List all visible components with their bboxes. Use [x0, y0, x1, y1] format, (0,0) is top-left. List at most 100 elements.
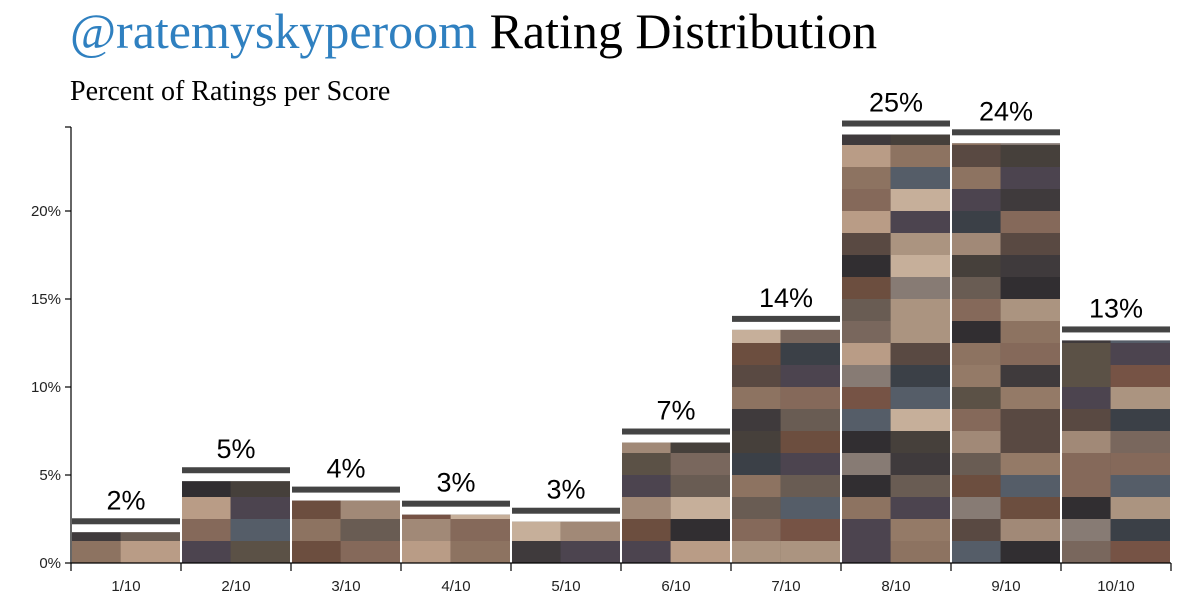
- bar-photo-tile: [890, 365, 950, 387]
- bar-photo-tile: [1110, 497, 1170, 519]
- bar-photo-tile: [890, 233, 950, 255]
- bar-photo-tile: [952, 541, 1001, 563]
- bar-photo-tile: [622, 541, 671, 563]
- bar-photo-tile: [1000, 365, 1060, 387]
- bar-photo-tile: [622, 442, 671, 453]
- bar-photo-tile: [890, 145, 950, 167]
- bar-photo-tile: [1000, 343, 1060, 365]
- bar-photo-tile: [952, 475, 1001, 497]
- bar-photo-tile: [780, 409, 840, 431]
- data-label: 2%: [106, 485, 145, 515]
- bar-photo-tile: [1000, 409, 1060, 431]
- bar-photo-tile: [842, 343, 891, 365]
- bar-photo-tile: [1110, 387, 1170, 409]
- bar-9-of-10: [952, 129, 1060, 563]
- bar-photo-tile: [512, 541, 561, 563]
- bar-cap: [512, 507, 620, 514]
- bar-photo-tile: [182, 497, 231, 519]
- bar-photo-tile: [230, 519, 290, 541]
- bar-6-of-10: [622, 428, 730, 563]
- chart-subtitle: Percent of Ratings per Score: [70, 76, 391, 107]
- x-tick-label: 1/10: [111, 578, 140, 595]
- bar-photo-tile: [952, 255, 1001, 277]
- bar-photo-tile: [1062, 343, 1111, 365]
- bar-photo-tile: [952, 497, 1001, 519]
- bar-photo-tile: [1062, 431, 1111, 453]
- bar-photo-tile: [842, 387, 891, 409]
- bar-photo-tile: [1000, 189, 1060, 211]
- axes-layer: 0% 5% 10% 15% 20% 1/10 2/10 3/10 4/10 5/10 6/10 7/1…: [31, 126, 1172, 595]
- bar-photo-tile: [890, 277, 950, 299]
- bar-photo-tile: [402, 514, 451, 519]
- bar-photo-tile: [842, 431, 891, 453]
- bar-photo-tile: [292, 500, 341, 519]
- x-tick-label: 9/10: [991, 578, 1020, 595]
- bar-photo-tile: [890, 409, 950, 431]
- bar-photo-tile: [120, 541, 180, 563]
- bar-photo-tile: [1000, 211, 1060, 233]
- bar-photo-tile: [780, 343, 840, 365]
- bar-photo-tile: [230, 481, 290, 497]
- chart-title: @ratemyskyperoom Rating Distribution: [70, 2, 877, 60]
- bar-photo-tile: [780, 497, 840, 519]
- bar-cap: [182, 467, 290, 474]
- bar-photo-tile: [1000, 475, 1060, 497]
- data-label: 3%: [546, 475, 585, 505]
- bar-photo-tile: [952, 277, 1001, 299]
- bar-photo-tile: [622, 453, 671, 475]
- x-tick-label: 6/10: [661, 578, 690, 595]
- bar-photo-tile: [1000, 541, 1060, 563]
- bar-photo-tile: [842, 519, 891, 541]
- y-tick-label: 10%: [31, 379, 61, 396]
- bar-photo-tile: [842, 189, 891, 211]
- bar-photo-tile: [842, 409, 891, 431]
- bars-layer: [72, 120, 1170, 563]
- bar-7-of-10: [732, 315, 840, 563]
- bar-photo-tile: [1062, 453, 1111, 475]
- bar-photo-tile: [842, 453, 891, 475]
- bar-photo-tile: [670, 541, 730, 563]
- bar-photo-tile: [732, 343, 781, 365]
- bar-photo-tile: [890, 211, 950, 233]
- bar-photo-tile: [952, 409, 1001, 431]
- bar-photo-tile: [842, 167, 891, 189]
- bar-photo-tile: [340, 500, 400, 519]
- bar-photo-tile: [732, 453, 781, 475]
- bar-photo-tile: [670, 519, 730, 541]
- bar-photo-tile: [1000, 233, 1060, 255]
- bar-photo-tile: [1062, 541, 1111, 563]
- bar-photo-tile: [842, 497, 891, 519]
- bar-photo-tile: [890, 321, 950, 343]
- bar-photo-tile: [402, 541, 451, 563]
- bar-photo-tile: [622, 519, 671, 541]
- bar-photo-tile: [292, 519, 341, 541]
- bar-photo-tile: [890, 255, 950, 277]
- bar-photo-tile: [340, 541, 400, 563]
- bar-photo-tile: [450, 519, 510, 541]
- bar-photo-tile: [1062, 519, 1111, 541]
- bar-photo-tile: [780, 365, 840, 387]
- bar-photo-tile: [890, 134, 950, 145]
- title-handle: @ratemyskyperoom: [70, 3, 478, 59]
- bar-photo-tile: [1000, 431, 1060, 453]
- bar-photo-tile: [732, 541, 781, 563]
- bar-photo-tile: [952, 343, 1001, 365]
- bar-photo-tile: [780, 453, 840, 475]
- bar-photo-tile: [1000, 167, 1060, 189]
- bar-photo-tile: [1062, 387, 1111, 409]
- bar-photo-tile: [890, 387, 950, 409]
- bar-cap: [402, 500, 510, 507]
- bar-photo-tile: [842, 365, 891, 387]
- bar-photo-tile: [1110, 340, 1170, 343]
- bar-photo-tile: [622, 475, 671, 497]
- bar-photo-tile: [1110, 343, 1170, 365]
- y-tick-label: 0%: [39, 555, 61, 572]
- bar-photo-tile: [732, 519, 781, 541]
- data-label: 7%: [656, 396, 695, 426]
- bar-photo-tile: [890, 299, 950, 321]
- bar-cap: [732, 315, 840, 322]
- bar-photo-tile: [292, 541, 341, 563]
- bar-photo-tile: [230, 541, 290, 563]
- bar-photo-tile: [952, 299, 1001, 321]
